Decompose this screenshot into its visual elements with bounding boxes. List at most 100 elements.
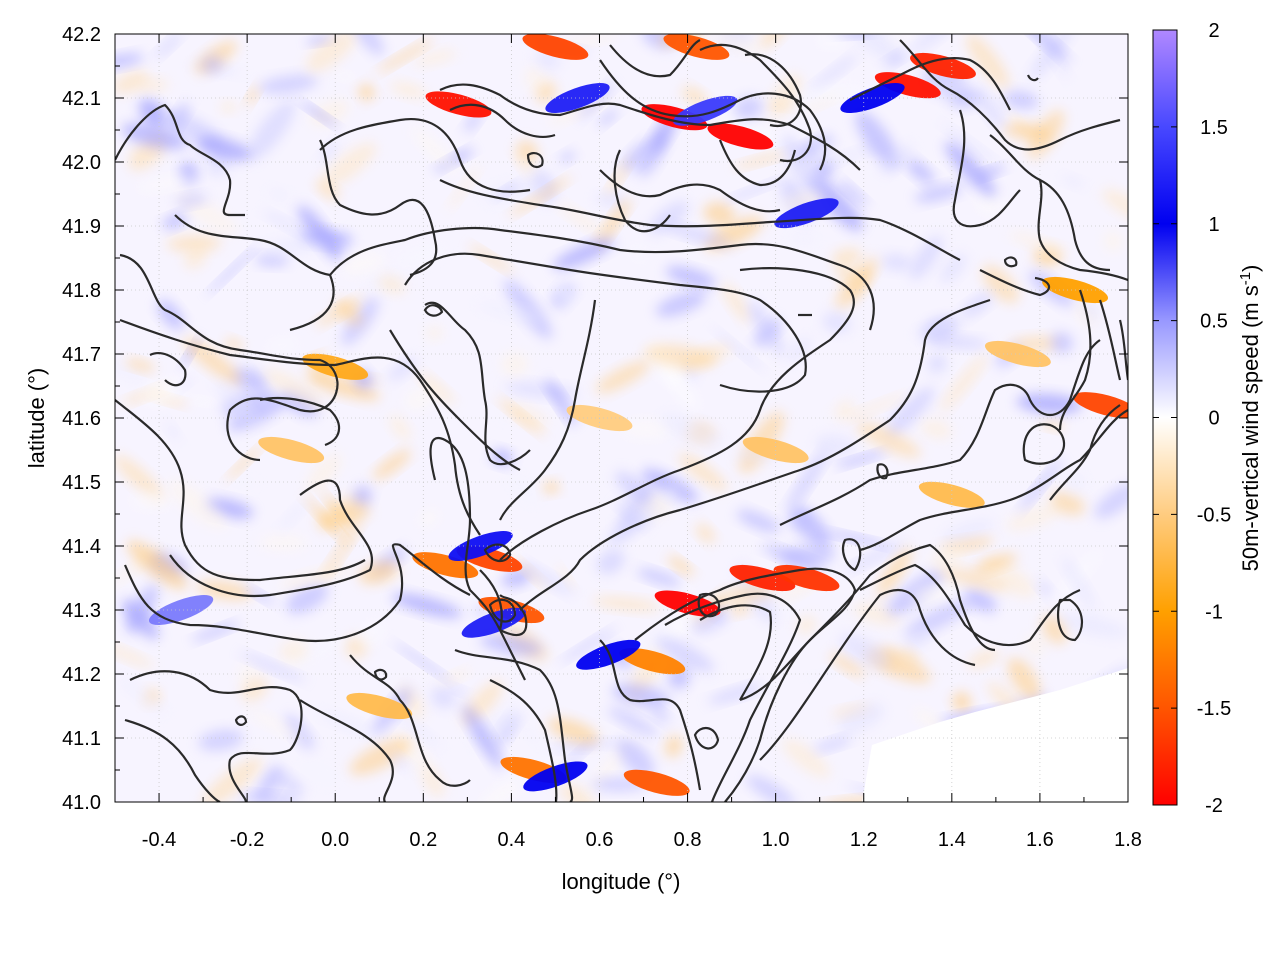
- contour-line: [454, 648, 574, 802]
- x-tick-label: -0.2: [230, 829, 264, 851]
- x-tick-label: 0.2: [409, 829, 437, 851]
- contour-line: [1057, 598, 1083, 642]
- field-texture: [389, 752, 410, 771]
- y-tick-label: 42.0: [62, 152, 101, 174]
- field-texture: [300, 101, 339, 128]
- field-texture: [115, 71, 150, 94]
- contour-line: [739, 543, 996, 702]
- field-texture: [888, 34, 913, 45]
- colorbar-tick-label: -1: [1205, 601, 1223, 623]
- field-texture: [818, 34, 846, 47]
- plot-frame: [114, 33, 1129, 803]
- colorbar-label-superscript: -1: [1237, 272, 1254, 285]
- contour-line: [115, 103, 245, 217]
- field-texture: [1007, 657, 1041, 701]
- contour-line: [299, 699, 394, 802]
- field-texture: [319, 710, 380, 738]
- field-texture: [614, 500, 649, 530]
- contour-line: [876, 463, 889, 480]
- field-texture: [267, 187, 290, 201]
- contour-line: [234, 715, 248, 726]
- contour-line: [759, 588, 976, 761]
- field-texture: [964, 588, 997, 613]
- contour-line: [634, 567, 857, 802]
- field-texture: [844, 540, 906, 573]
- field-texture: [1102, 188, 1128, 221]
- field-texture: [597, 109, 619, 127]
- field-texture: [642, 468, 698, 503]
- field-texture: [258, 74, 318, 94]
- field-texture: [310, 100, 350, 126]
- y-tick-label: 41.2: [62, 664, 101, 686]
- field-texture: [733, 151, 790, 169]
- contour-line: [979, 269, 1051, 297]
- field-texture: [782, 135, 822, 195]
- field-texture: [910, 582, 957, 604]
- field-texture: [681, 86, 708, 106]
- field-texture: [822, 312, 852, 334]
- field-texture: [842, 393, 909, 421]
- field-texture: [966, 34, 1010, 89]
- y-tick-label: 42.2: [62, 24, 101, 46]
- field-texture: [1103, 231, 1123, 252]
- y-tick-label: 41.6: [62, 408, 101, 430]
- x-tick-label: 1.6: [1026, 829, 1054, 851]
- contour-line: [859, 563, 1081, 647]
- field-texture: [941, 519, 995, 543]
- field-texture: [278, 499, 309, 531]
- colorbar-tick-label: -2: [1205, 795, 1223, 817]
- contour-line: [119, 318, 481, 536]
- field-texture: [320, 142, 377, 189]
- field-texture: [559, 783, 596, 802]
- axes: -0.4 -0.2 0.0 0.2 0.4 0.6 0.8 1.0 1.2 1.4 1.6 1.8 41…: [62, 24, 1142, 851]
- wind-hotspot: [707, 123, 774, 150]
- field-texture: [321, 521, 362, 581]
- contour-line: [989, 134, 1111, 272]
- field-texture: [230, 368, 268, 392]
- field-texture: [920, 419, 953, 439]
- field-texture: [206, 245, 259, 296]
- field-texture: [195, 136, 252, 161]
- field-texture: [138, 98, 167, 128]
- field-texture: [884, 52, 905, 67]
- field-texture: [832, 248, 863, 267]
- contour-line: [479, 569, 528, 637]
- contour-line: [613, 149, 671, 233]
- field-texture: [939, 253, 967, 284]
- field-texture: [125, 358, 156, 372]
- field-texture: [1009, 232, 1067, 255]
- field-texture: [839, 634, 892, 668]
- contour-line: [899, 39, 1121, 151]
- field-texture: [438, 668, 472, 686]
- contour-line: [404, 252, 807, 393]
- field-texture: [664, 735, 683, 758]
- field-texture: [417, 371, 456, 405]
- wind-speed-field: [115, 34, 1128, 802]
- wind-hotspot: [425, 91, 492, 118]
- field-texture: [639, 486, 680, 523]
- field-texture: [616, 738, 655, 778]
- contour-line: [1022, 423, 1066, 465]
- contour-line: [499, 299, 597, 521]
- field-texture: [952, 691, 971, 712]
- contour-line: [1026, 74, 1039, 82]
- field-texture: [115, 53, 144, 70]
- field-texture: [782, 738, 830, 778]
- wind-hotspot: [623, 769, 690, 796]
- field-texture: [813, 737, 852, 752]
- wind-hotspot: [663, 34, 730, 60]
- field-texture: [496, 397, 545, 437]
- field-texture: [593, 596, 661, 612]
- colorbar-tick-label: 1: [1208, 214, 1219, 236]
- field-texture: [468, 244, 514, 274]
- y-tick-label: 41.1: [62, 728, 101, 750]
- field-texture: [246, 85, 260, 106]
- field-texture: [695, 523, 716, 544]
- field-texture: [734, 96, 763, 120]
- wind-hotspot: [346, 692, 413, 720]
- field-texture: [476, 301, 541, 323]
- contour-line: [1049, 404, 1121, 501]
- field-texture: [711, 34, 763, 55]
- contour-line: [329, 226, 875, 331]
- field-texture: [543, 480, 560, 494]
